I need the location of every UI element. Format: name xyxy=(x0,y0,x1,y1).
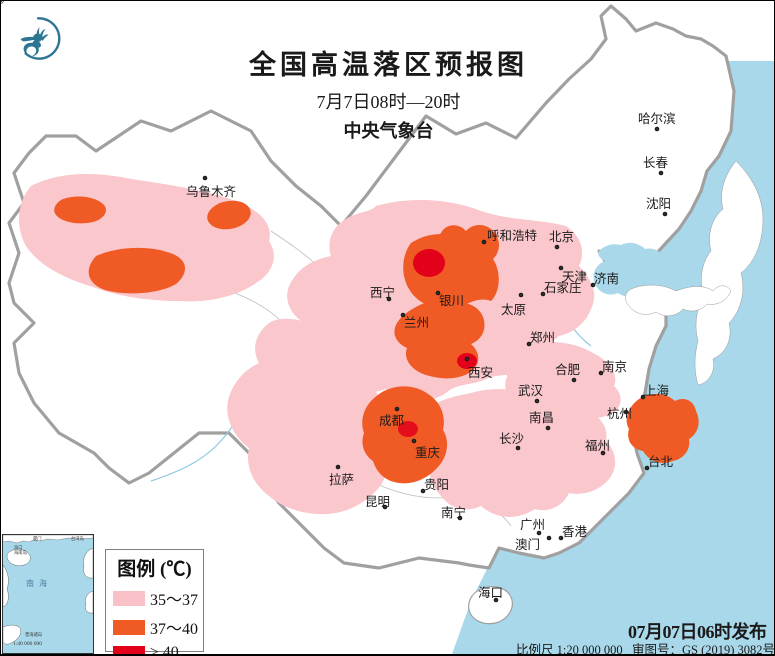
svg-text:兰州: 兰州 xyxy=(404,316,429,330)
svg-text:1:40 000 000: 1:40 000 000 xyxy=(13,641,42,647)
svg-text:武汉: 武汉 xyxy=(518,384,544,398)
svg-text:天津: 天津 xyxy=(562,270,587,284)
svg-text:昆明: 昆明 xyxy=(365,495,390,509)
svg-text:北京: 北京 xyxy=(549,230,574,244)
svg-text:上海: 上海 xyxy=(644,383,670,398)
svg-text:曾海诸岛: 曾海诸岛 xyxy=(25,631,42,638)
svg-text:南京: 南京 xyxy=(602,359,627,374)
svg-text:台湾岛: 台湾岛 xyxy=(71,535,84,542)
svg-text:郑州: 郑州 xyxy=(530,330,555,345)
svg-text:拉萨: 拉萨 xyxy=(329,472,354,487)
svg-text:广州: 广州 xyxy=(520,518,545,532)
svg-text:太原: 太原 xyxy=(501,302,526,317)
svg-text:呼和浩特: 呼和浩特 xyxy=(487,228,537,243)
svg-text:香港: 香港 xyxy=(562,525,588,539)
svg-text:厦门: 厦门 xyxy=(33,535,42,542)
svg-text:济南: 济南 xyxy=(594,271,619,286)
svg-text:长春: 长春 xyxy=(643,156,669,170)
svg-text:澳门: 澳门 xyxy=(515,537,540,552)
svg-text:合肥: 合肥 xyxy=(555,362,581,377)
svg-text:西宁: 西宁 xyxy=(370,285,395,300)
svg-text:银川: 银川 xyxy=(439,294,464,308)
svg-text:海南岛: 海南岛 xyxy=(14,549,27,556)
svg-text:福州: 福州 xyxy=(585,438,610,453)
svg-text:贵阳: 贵阳 xyxy=(424,478,449,492)
svg-text:台北: 台北 xyxy=(648,454,674,469)
svg-text:南宁: 南宁 xyxy=(441,505,466,520)
svg-text:南海: 南海 xyxy=(26,578,52,588)
svg-text:西安: 西安 xyxy=(468,365,493,380)
svg-text:重庆: 重庆 xyxy=(415,445,441,460)
svg-text:沈阳: 沈阳 xyxy=(646,196,671,211)
svg-text:乌鲁木齐: 乌鲁木齐 xyxy=(186,184,237,199)
svg-text:长沙: 长沙 xyxy=(499,432,525,446)
svg-text:海口: 海口 xyxy=(478,585,503,600)
svg-text:南昌: 南昌 xyxy=(529,410,554,425)
svg-text:杭州: 杭州 xyxy=(607,406,632,421)
svg-text:成都: 成都 xyxy=(379,414,405,428)
